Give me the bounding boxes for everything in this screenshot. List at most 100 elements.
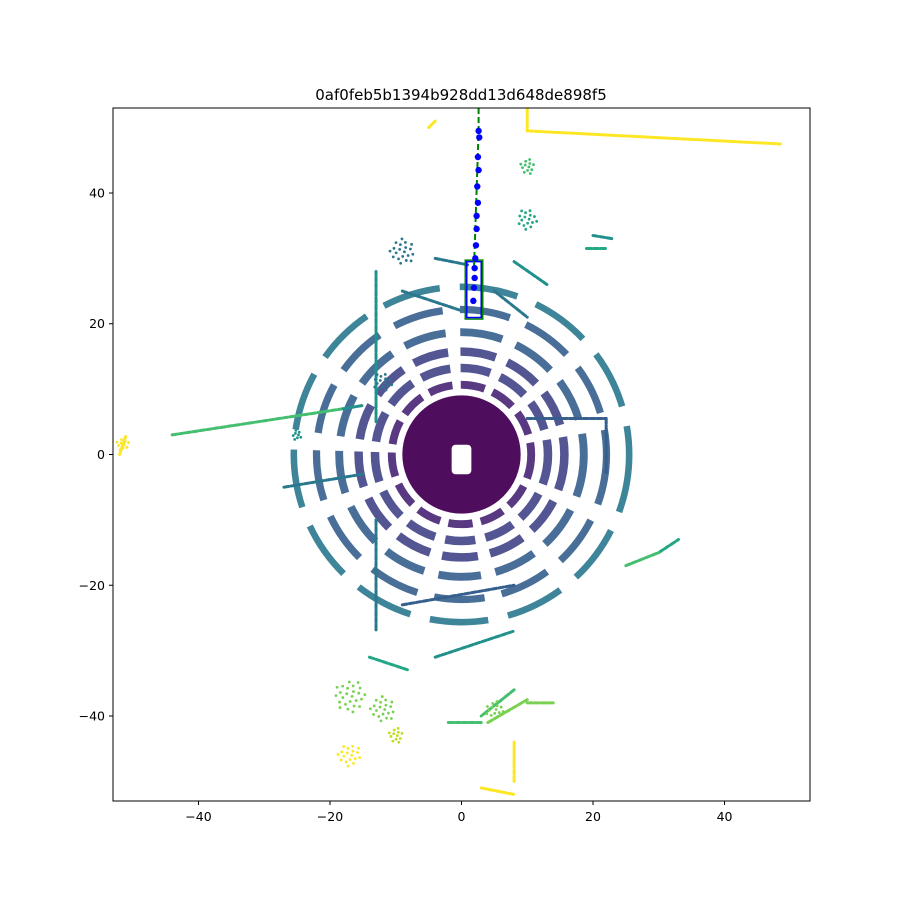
lidar-segment xyxy=(624,551,661,568)
trajectory-point xyxy=(474,153,482,161)
lidar-point xyxy=(522,224,526,227)
lidar-point xyxy=(524,211,527,215)
lidar-point xyxy=(294,431,297,435)
lidar-point xyxy=(120,438,123,441)
x-tick-label: 20 xyxy=(585,809,601,824)
lidar-point xyxy=(358,756,362,759)
lidar-point xyxy=(491,702,495,705)
lidar-segment xyxy=(341,403,365,411)
lidar-point xyxy=(378,705,382,709)
lidar-point xyxy=(375,382,379,385)
lidar-point xyxy=(295,436,299,440)
lidar-point xyxy=(117,444,120,447)
lidar-point xyxy=(527,165,531,169)
lidar-point xyxy=(528,162,532,165)
lidar-point xyxy=(346,764,350,768)
lidar-point xyxy=(518,214,522,218)
lidar-point xyxy=(358,705,361,708)
lidar-point xyxy=(363,693,367,697)
lidar-ring xyxy=(387,380,536,529)
lidar-point xyxy=(299,435,303,439)
lidar-point xyxy=(357,746,360,750)
lidar-point xyxy=(384,698,388,702)
lidar-point xyxy=(495,700,499,703)
lidar-point xyxy=(404,241,407,244)
lidar-point xyxy=(293,437,297,441)
lidar-point xyxy=(390,700,394,704)
lidar-point xyxy=(372,704,376,708)
lidar-point xyxy=(530,168,534,172)
trajectory-point xyxy=(476,134,483,141)
lidar-point xyxy=(125,445,129,449)
lidar-point xyxy=(377,387,381,391)
lidar-point xyxy=(384,388,388,392)
lidar-point xyxy=(351,684,355,688)
lidar-point xyxy=(392,728,396,732)
lidar-point xyxy=(397,257,400,261)
lidar-ring xyxy=(335,328,588,581)
lidar-point xyxy=(535,219,539,223)
lidar-point xyxy=(501,710,505,713)
lidar-point xyxy=(341,684,345,688)
lidar-point xyxy=(485,712,489,716)
lidar-point xyxy=(394,737,398,741)
lidar-segment xyxy=(479,786,516,796)
trajectory-point xyxy=(475,127,482,135)
lidar-point xyxy=(344,702,347,706)
lidar-point xyxy=(400,732,404,735)
lidar-point xyxy=(523,163,527,167)
lidar-point xyxy=(353,757,357,761)
lidar-point xyxy=(410,242,413,246)
lidar-point xyxy=(342,745,346,748)
lidar-point xyxy=(352,762,355,765)
lidar-point xyxy=(532,163,535,167)
lidar-segment xyxy=(492,289,529,319)
lidar-point xyxy=(524,227,528,231)
lidar-point xyxy=(336,753,340,756)
x-tick-label: −20 xyxy=(317,809,343,824)
lidar-point xyxy=(528,213,532,217)
lidar-point xyxy=(494,708,498,711)
lidar-segment xyxy=(479,688,516,718)
lidar-point xyxy=(372,713,375,716)
lidar-point xyxy=(291,434,295,437)
lidar-point xyxy=(392,246,396,250)
lidar-point xyxy=(352,704,356,708)
lidar-segment xyxy=(400,289,463,313)
x-tick-label: −40 xyxy=(185,809,211,824)
lidar-point xyxy=(354,699,358,702)
lidar-point xyxy=(409,259,413,263)
lidar-point xyxy=(375,709,378,712)
chart-title: 0af0feb5b1394b928dd13d648de898f5 xyxy=(315,86,606,104)
lidar-point xyxy=(394,241,398,245)
lidar-point xyxy=(342,754,346,758)
lidar-segment xyxy=(367,655,411,672)
trajectory-point xyxy=(473,212,480,220)
lidar-segment xyxy=(170,407,345,437)
lidar-point xyxy=(379,719,383,723)
lidar-ring xyxy=(370,363,553,546)
ego-vehicle xyxy=(451,444,472,475)
lidar-point xyxy=(387,731,391,735)
lidar-point xyxy=(398,737,402,740)
lidar-point xyxy=(497,711,501,714)
lidar-point xyxy=(397,740,401,744)
lidar-point xyxy=(351,749,355,753)
lidar-segment xyxy=(118,433,128,456)
lidar-point xyxy=(404,246,408,249)
lidar-segment xyxy=(486,698,529,725)
lidar-point xyxy=(368,707,372,711)
lidar-point xyxy=(408,247,412,251)
lidar-point xyxy=(390,383,394,387)
lidar-point xyxy=(121,446,125,450)
lidar-point xyxy=(411,252,415,256)
lidar-point xyxy=(526,221,530,225)
lidar-point xyxy=(489,713,493,717)
lidar-point xyxy=(529,225,533,229)
lidar-point xyxy=(346,686,349,690)
lidar-segment xyxy=(400,583,516,607)
lidar-point xyxy=(526,169,529,172)
lidar-point xyxy=(527,217,531,221)
lidar-point xyxy=(394,251,398,255)
lidar-point xyxy=(389,735,393,738)
